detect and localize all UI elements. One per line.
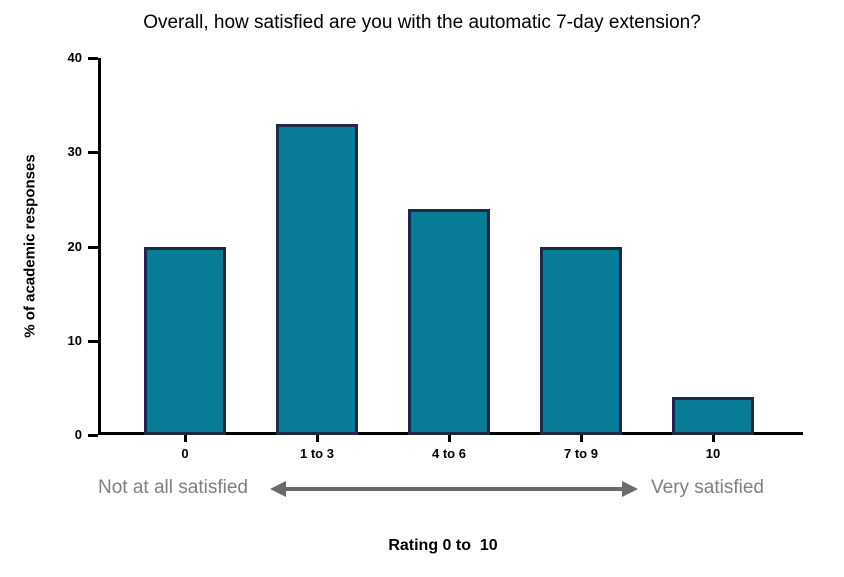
bar-1-to-3 [276, 123, 358, 435]
x-tick-mark [183, 435, 187, 442]
x-category-label: 0 [181, 446, 189, 461]
y-tick-label: 30 [67, 144, 82, 160]
y-tick-mark [88, 339, 98, 343]
bar-4-to-6 [408, 208, 490, 435]
x-category-label: 1 to 3 [300, 446, 334, 461]
y-tick-mark [88, 151, 98, 155]
chart-title: Overall, how satisfied are you with the … [143, 12, 701, 33]
double-arrow-line [285, 487, 623, 491]
x-category-label: 10 [705, 446, 721, 461]
x-category-label: 7 to 9 [564, 446, 598, 461]
y-tick-label: 0 [74, 427, 82, 442]
y-tick-label: 40 [67, 50, 82, 65]
bar-7-to-9 [540, 246, 622, 435]
x-category-label: 4 to 6 [432, 446, 466, 461]
x-tick-mark [315, 435, 319, 442]
y-tick-mark [88, 57, 98, 60]
arrow-left-icon [270, 481, 286, 497]
y-axis-line [98, 58, 101, 435]
annotation-left-label: Not at all satisfied [98, 477, 248, 498]
arrow-right-icon [622, 481, 638, 497]
bar-0 [144, 246, 226, 435]
x-axis-label: Rating 0 to 10 [388, 537, 498, 554]
y-tick-label: 20 [67, 238, 82, 254]
plot-area: 0 10 20 30 40 0 1 to 3 4 to 6 7 to 9 10 [68, 50, 803, 461]
y-tick-label: 10 [67, 332, 82, 348]
x-tick-mark [711, 435, 715, 442]
annotation-right-label: Very satisfied [651, 477, 764, 498]
y-axis-label-text: % of academic responses [21, 154, 39, 338]
y-tick-mark [88, 245, 98, 249]
x-tick-mark [447, 435, 451, 442]
x-tick-mark [579, 435, 583, 442]
bar-10 [672, 397, 754, 435]
y-tick-mark [88, 434, 98, 437]
